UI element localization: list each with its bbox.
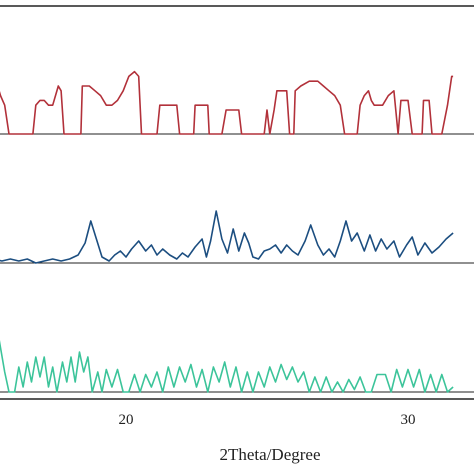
x-tick-label-20: 20 xyxy=(119,412,134,428)
series-1-line xyxy=(0,70,454,135)
x-tick-label-30: 30 xyxy=(401,412,416,428)
series-3-line xyxy=(0,340,454,393)
series-2-line xyxy=(0,210,454,264)
x-axis-label: 2Theta/Degree xyxy=(220,445,321,464)
series-layer xyxy=(0,70,474,393)
x-axis: 20 30 xyxy=(0,398,474,428)
